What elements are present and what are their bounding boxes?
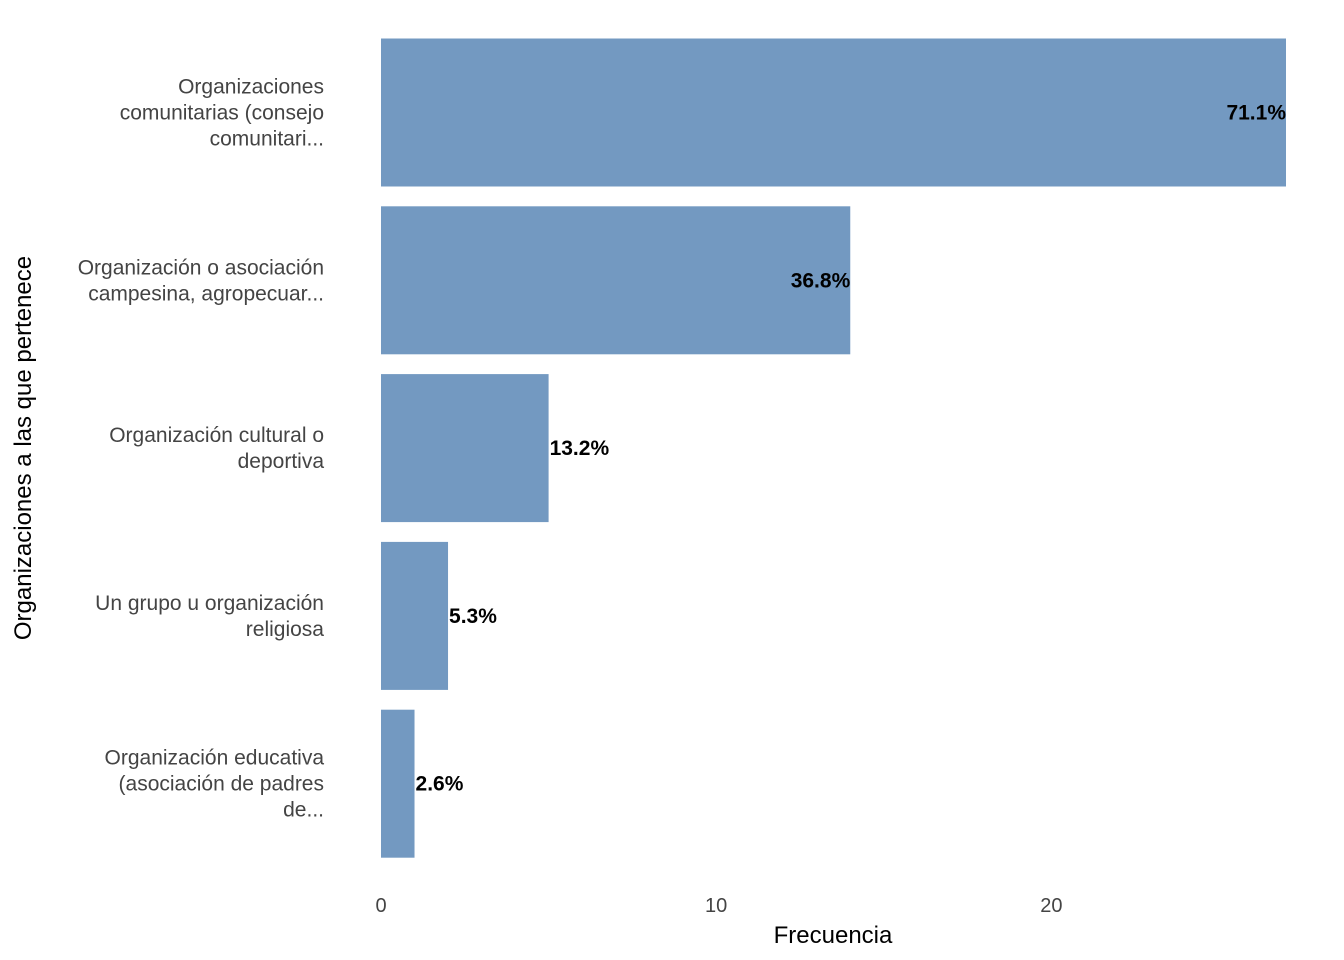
x-tick-labels-group: 0 10 20	[375, 895, 1062, 917]
category-label-line: de...	[283, 799, 324, 822]
bar-value-label: 2.6%	[416, 773, 464, 796]
bar-value-label: 36.8%	[791, 269, 851, 292]
category-labels-group: Organizaciones comunitarias (consejo comun…	[78, 76, 325, 822]
category-label-line: comunitarias (consejo	[120, 102, 324, 125]
bar	[381, 541, 449, 690]
category-label-line: Organización o asociación	[78, 256, 324, 279]
category-label-line: Un grupo u organización	[95, 592, 324, 615]
bar-value-label: 5.3%	[449, 605, 497, 628]
category-label-line: Organizaciones	[178, 76, 324, 99]
category-label-line: comunitari...	[210, 128, 324, 151]
x-tick-label: 20	[1040, 895, 1062, 917]
y-axis-title: Organizaciones a las que pertenece	[10, 256, 37, 640]
category-label-line: deportiva	[238, 450, 325, 473]
x-tick-label: 10	[705, 895, 727, 917]
bars-group	[381, 38, 1286, 858]
bar-value-label: 13.2%	[550, 437, 610, 460]
bar-value-label: 71.1%	[1226, 102, 1286, 125]
bar-labels-group: 71.1% 36.8% 13.2% 5.3% 2.6%	[416, 102, 1287, 796]
x-tick-label: 0	[375, 895, 386, 917]
bar	[381, 709, 415, 858]
x-axis-title: Frecuencia	[774, 922, 893, 949]
category-label-line: Organización cultural o	[109, 424, 324, 447]
category-label: Organización educativa (asociación de pad…	[105, 747, 325, 822]
category-label: Organización o asociación campesina, agro…	[78, 256, 324, 305]
category-label: Organizaciones comunitarias (consejo comun…	[120, 76, 324, 151]
category-label: Organización cultural o deportiva	[109, 424, 324, 473]
bar	[381, 206, 851, 355]
bar	[381, 374, 549, 523]
category-label-line: (asociación de padres	[119, 773, 324, 796]
bar	[381, 38, 1286, 187]
category-label: Un grupo u organización religiosa	[95, 592, 324, 641]
category-label-line: religiosa	[246, 618, 325, 641]
category-label-line: Organización educativa	[105, 747, 325, 770]
category-label-line: campesina, agropecuar...	[88, 282, 324, 305]
